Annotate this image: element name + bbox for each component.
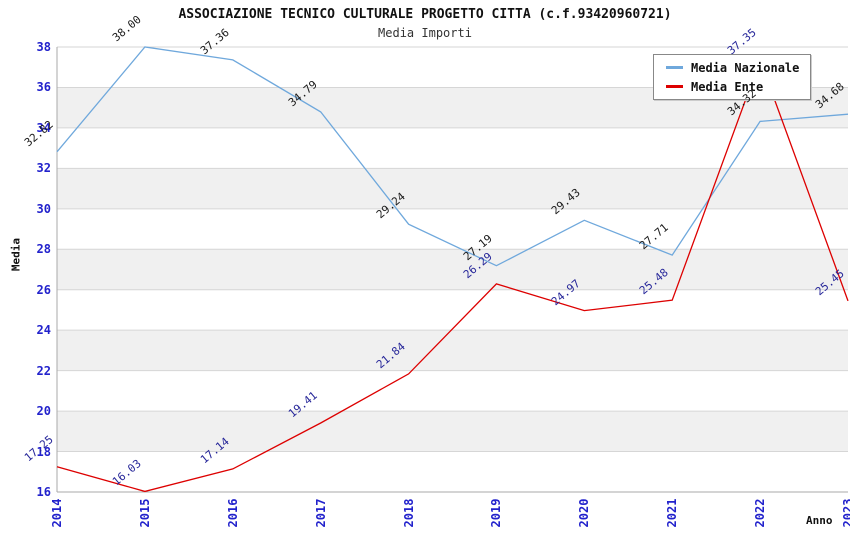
- y-tick-label: 22: [36, 363, 51, 378]
- plot-band: [57, 411, 848, 452]
- plot-band: [57, 330, 848, 371]
- legend-line-sample-ente: [666, 85, 683, 88]
- x-tick-label: 2021: [665, 498, 680, 528]
- x-tick-label: 2022: [753, 498, 768, 528]
- legend-line-sample-nazionale: [666, 66, 683, 69]
- y-tick-label: 28: [36, 242, 51, 257]
- plot-band: [57, 451, 848, 492]
- x-tick-label: 2020: [577, 498, 592, 528]
- y-tick-label: 36: [36, 80, 51, 95]
- legend: Media Nazionale Media Ente: [653, 54, 811, 100]
- plot-band: [57, 208, 848, 250]
- legend-label-media-nazionale: Media Nazionale: [691, 60, 800, 75]
- x-tick-label: 2016: [225, 498, 240, 528]
- legend-item-media-nazionale: Media Nazionale: [666, 61, 810, 75]
- plot-band: [57, 168, 848, 209]
- series-line-media-ente: [56, 58, 849, 493]
- x-axis-title: Anno: [806, 514, 833, 527]
- x-tick-label: 2018: [401, 498, 416, 528]
- plot-band: [57, 370, 848, 412]
- series-line-media-nazionale: [56, 46, 849, 267]
- plot-band: [57, 127, 848, 169]
- x-tick-label: 2019: [489, 498, 504, 528]
- y-tick-label: 26: [36, 282, 51, 297]
- chart-subtitle: Media Importi: [378, 26, 472, 40]
- plot-band: [57, 249, 848, 290]
- x-tick-label: 2014: [50, 498, 64, 528]
- legend-item-media-ente: Media Ente: [666, 80, 810, 94]
- x-tick-label: 2017: [313, 498, 328, 528]
- x-tick-label: 2015: [137, 498, 152, 528]
- chart-title: ASSOCIAZIONE TECNICO CULTURALE PROGETTO …: [178, 7, 672, 22]
- y-tick-label: 18: [36, 444, 51, 459]
- y-tick-label: 24: [36, 323, 51, 338]
- y-tick-label: 34: [36, 120, 51, 135]
- y-tick-label: 38: [36, 40, 51, 54]
- plot-band: [57, 289, 848, 331]
- y-tick-label: 32: [36, 161, 51, 176]
- y-tick-label: 30: [36, 201, 51, 216]
- y-tick-label: 20: [36, 404, 51, 419]
- y-tick-label: 16: [36, 485, 51, 499]
- legend-label-media-ente: Media Ente: [691, 79, 764, 94]
- x-tick-label: 2023: [841, 498, 850, 528]
